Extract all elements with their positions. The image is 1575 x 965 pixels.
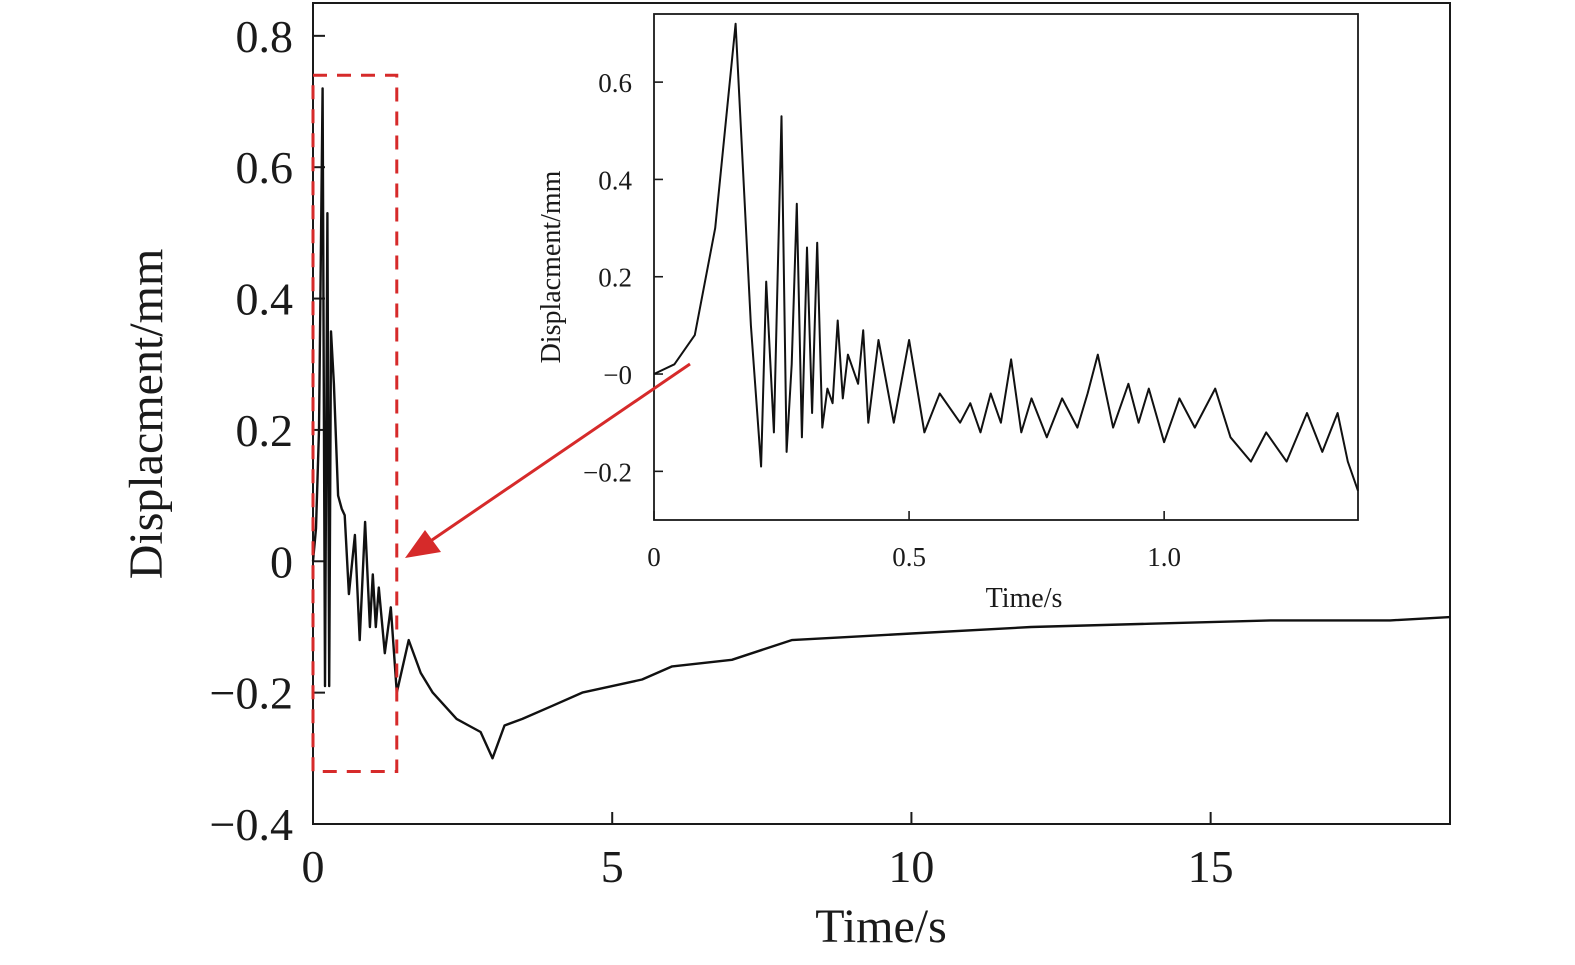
inset-x-tick-label: 0.5: [892, 542, 926, 572]
main-y-tick-label: −0.4: [210, 799, 293, 850]
main-y-tick-label: 0.8: [236, 11, 294, 62]
arrow-head: [405, 530, 441, 558]
inset-ticks: 0 0.5 1.0 0.6 0.4 0.2 −0 −0.2: [583, 68, 1181, 572]
inset-plot-frame: [653, 13, 1359, 521]
main-x-tick-label: 10: [888, 841, 934, 892]
inset-chart: 0 0.5 1.0 0.6 0.4 0.2 −0 −0.2 Time/s Displacmen…: [536, 13, 1359, 614]
main-chart: 0 5 10 15 0.8 0.6 0.4 0.2 0 −0.2 −0.4 Time/s Displ…: [120, 2, 1451, 953]
inset-y-tick-label: 0.4: [598, 165, 632, 195]
main-x-tick-label: 15: [1188, 841, 1234, 892]
main-x-axis-label: Time/s: [815, 900, 947, 953]
inset-x-axis-label: Time/s: [986, 583, 1063, 614]
main-y-tick-label: 0.6: [236, 142, 294, 193]
inset-background: [654, 14, 1358, 520]
inset-y-axis-label: Displacment/mm: [536, 170, 567, 363]
main-y-axis-label: Displacment/mm: [120, 249, 173, 580]
main-y-tick-label: 0: [270, 536, 293, 587]
arrow-shaft: [431, 362, 691, 542]
inset-y-tick-label: −0.2: [583, 457, 632, 487]
inset-y-tick-label: 0.2: [598, 263, 632, 293]
inset-series-line: [653, 22, 1359, 492]
main-x-tick-label: 5: [601, 841, 624, 892]
main-y-tick-label: 0.4: [236, 274, 294, 325]
main-y-tick-label: 0.2: [236, 405, 294, 456]
main-plot-frame: [312, 2, 1451, 825]
zoom-arrow: [405, 362, 691, 558]
inset-y-tick-label: 0.6: [598, 68, 632, 98]
inset-y-tick-label: −0: [603, 360, 632, 390]
inset-x-tick-label: 1.0: [1147, 542, 1181, 572]
highlight-region-box: [311, 73, 399, 773]
main-y-tick-label: −0.2: [210, 668, 293, 719]
main-ticks: 0 5 10 15 0.8 0.6 0.4 0.2 0 −0.2 −0.4: [210, 11, 1234, 892]
inset-x-tick-label: 0: [647, 542, 661, 572]
main-x-tick-label: 0: [302, 841, 325, 892]
main-series-line: [311, 87, 1451, 760]
